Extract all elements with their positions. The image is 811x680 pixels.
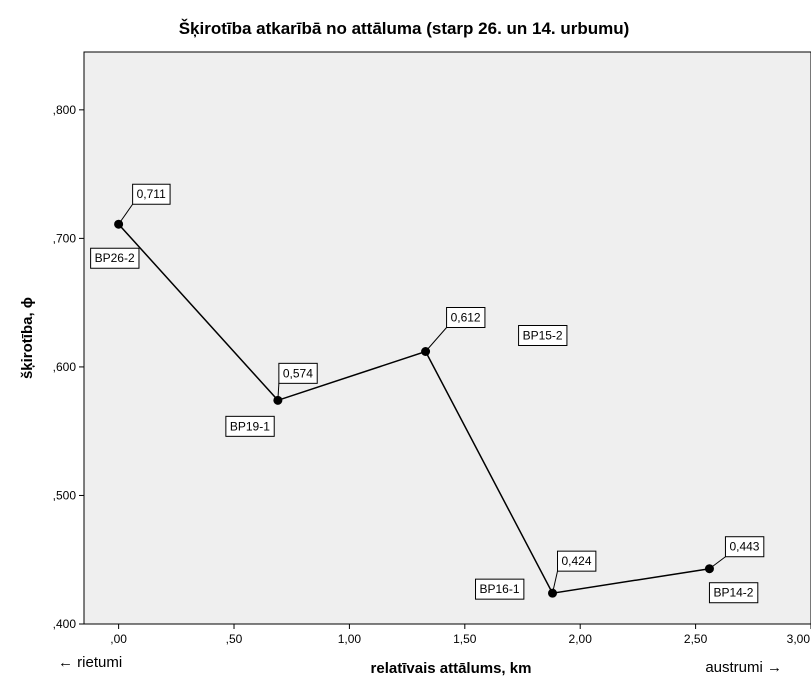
- y-tick-label: ,700: [53, 231, 77, 245]
- y-tick-label: ,600: [53, 360, 77, 374]
- point-name-label-text: BP15-2: [523, 328, 563, 342]
- data-point: [421, 346, 431, 356]
- data-point: [704, 564, 714, 574]
- x-axis-label: relatīvais attālums, km: [371, 660, 532, 677]
- value-label-box: [132, 183, 171, 205]
- x-tick-label: 1,50: [453, 632, 477, 646]
- value-label: 0,424: [557, 550, 597, 572]
- point-name-label-box: [708, 582, 759, 604]
- x-tick-label: ,50: [226, 632, 243, 646]
- point-name-label-text: BP19-1: [230, 419, 270, 433]
- data-point: [548, 588, 558, 598]
- y-axis: ,400 ,500 ,600 ,700 ,800: [53, 103, 84, 631]
- value-label-text: 0,711: [137, 187, 166, 201]
- x-tick-label: 2,00: [569, 632, 593, 646]
- value-label-leader: [425, 327, 447, 352]
- point-name-label-text: BP16-1: [480, 582, 520, 596]
- y-axis-label: šķirotība, ϕ: [19, 297, 36, 379]
- point-name-label: BP15-2: [518, 324, 568, 346]
- value-label-text: 0,612: [451, 310, 481, 324]
- point-name-label-text: BP26-2: [95, 251, 135, 265]
- point-name-label-box: [90, 247, 140, 269]
- value-label: 0,443: [724, 536, 765, 558]
- x-tick-label: 2,50: [684, 632, 708, 646]
- series: 0,711 BP26-2 0,574 BP19-1 0,612 BP15-2 0,424 BP…: [90, 183, 765, 604]
- value-label-text: 0,574: [283, 366, 313, 380]
- value-label-text: 0,443: [729, 540, 759, 554]
- chart-title: Šķirotība atkarībā no attāluma (starp 26…: [179, 19, 630, 38]
- value-label-box: [446, 306, 486, 328]
- plot-area: [83, 51, 811, 625]
- data-point: [273, 395, 283, 405]
- point-name-label-text: BP14-2: [713, 586, 753, 600]
- value-label-box: [278, 362, 318, 384]
- point-name-label: BP26-2: [90, 247, 140, 269]
- y-tick-label: ,800: [53, 103, 77, 117]
- value-label: 0,711: [132, 183, 171, 205]
- value-label: 0,612: [446, 306, 486, 328]
- point-name-label-box: [518, 324, 568, 346]
- point-name-label-box: [225, 415, 275, 437]
- y-tick-label: ,500: [53, 488, 77, 502]
- point-name-label: BP19-1: [225, 415, 275, 437]
- value-label-box: [557, 550, 597, 572]
- x-tick-label: 3,00: [787, 632, 811, 646]
- point-name-label: BP14-2: [708, 582, 759, 604]
- point-name-label: BP16-1: [475, 578, 525, 600]
- x-axis: ,00 ,50 1,00 1,50 2,00 2,50 3,00: [110, 624, 811, 646]
- y-tick-label: ,400: [53, 617, 77, 631]
- direction-west: ← rietumi: [58, 654, 122, 671]
- value-label-text: 0,424: [562, 554, 592, 568]
- value-label-box: [724, 536, 765, 558]
- x-tick-label: 1,00: [338, 632, 362, 646]
- point-name-label-box: [475, 578, 525, 600]
- x-tick-label: ,00: [110, 632, 127, 646]
- data-point: [114, 219, 124, 229]
- direction-east: austrumi →: [705, 659, 782, 676]
- value-label: 0,574: [278, 362, 318, 384]
